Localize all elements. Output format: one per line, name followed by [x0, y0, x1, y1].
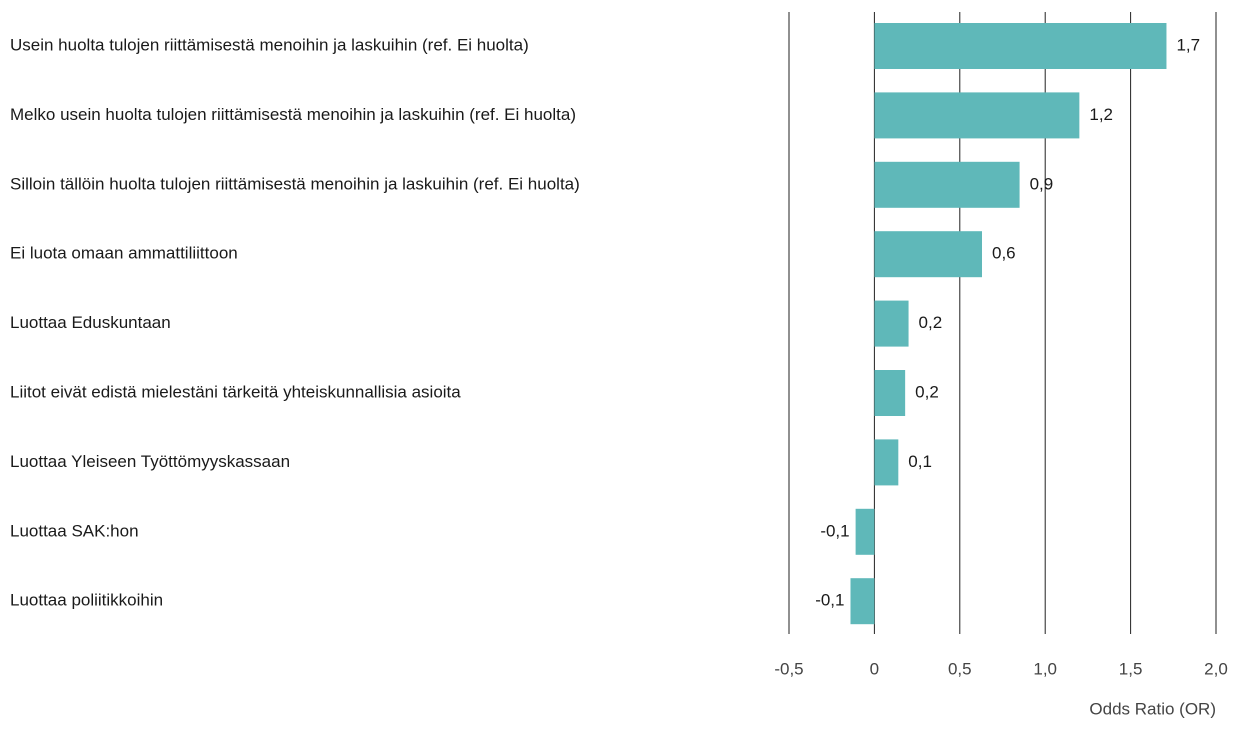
category-label: Usein huolta tulojen riittämisestä menoi…	[10, 35, 529, 54]
value-label: 0,1	[908, 452, 932, 471]
bar	[874, 439, 899, 486]
bar	[850, 578, 875, 625]
value-label: -0,1	[815, 591, 844, 610]
x-tick-label: 1,0	[1033, 659, 1057, 678]
category-label: Luottaa poliitikkoihin	[10, 591, 163, 610]
category-label: Luottaa Yleiseen Työttömyyskassaan	[10, 452, 290, 471]
category-label: Melko usein huolta tulojen riittämisestä…	[10, 105, 576, 124]
x-tick-label: 0,5	[948, 659, 972, 678]
value-label: 1,2	[1089, 105, 1113, 124]
x-tick-label: 1,5	[1119, 659, 1143, 678]
x-axis-label: Odds Ratio (OR)	[1089, 699, 1216, 718]
value-label: 0,6	[992, 244, 1016, 263]
bar	[855, 508, 875, 555]
value-label: 0,2	[919, 313, 943, 332]
value-label: 0,9	[1030, 174, 1054, 193]
x-tick-label: 2,0	[1204, 659, 1228, 678]
category-label: Luottaa SAK:hon	[10, 521, 139, 540]
bar	[874, 231, 983, 278]
bar	[874, 300, 909, 347]
category-label: Ei luota omaan ammattiliittoon	[10, 244, 238, 263]
value-label: -0,1	[820, 521, 849, 540]
bar	[874, 23, 1167, 69]
value-label: 1,7	[1176, 35, 1200, 54]
bar	[874, 370, 906, 416]
category-label: Silloin tällöin huolta tulojen riittämis…	[10, 174, 580, 193]
category-label: Luottaa Eduskuntaan	[10, 313, 171, 332]
category-label: Liitot eivät edistä mielestäni tärkeitä …	[10, 382, 461, 401]
bar	[874, 161, 1020, 208]
value-label: 0,2	[915, 382, 939, 401]
x-tick-label: -0,5	[774, 659, 803, 678]
x-tick-label: 0	[870, 659, 879, 678]
bar	[874, 92, 1080, 139]
